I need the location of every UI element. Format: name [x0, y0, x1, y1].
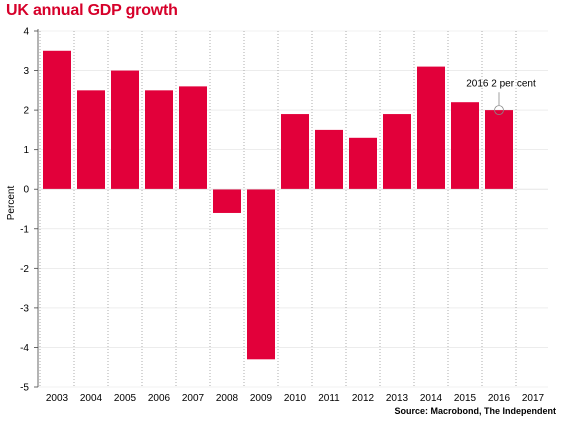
x-tick-label: 2008: [216, 393, 239, 404]
chart-title: UK annual GDP growth: [6, 2, 178, 19]
y-tick-label: 4: [23, 27, 29, 38]
bar-2005: [111, 70, 139, 190]
bar-2014: [417, 66, 445, 190]
x-tick-label: 2013: [386, 393, 409, 404]
y-tick-label: 3: [23, 66, 29, 77]
x-tick-label: 2017: [522, 393, 545, 404]
bar-2012: [349, 137, 377, 190]
x-tick-label: 2005: [114, 393, 137, 404]
bar-2004: [77, 90, 105, 190]
y-tick-label: -5: [20, 383, 29, 394]
bar-2011: [315, 129, 343, 190]
x-tick-label: 2004: [80, 393, 103, 404]
bar-2013: [383, 114, 411, 190]
y-tick-label: -3: [20, 303, 29, 314]
y-tick-label: 2: [23, 106, 29, 117]
y-axis-label: Percent: [6, 186, 17, 221]
annotation-marker: [494, 105, 504, 116]
source-note: Source: Macrobond, The Independent: [394, 406, 556, 416]
x-tick-label: 2007: [182, 393, 205, 404]
y-tick-label: 0: [23, 185, 29, 196]
x-tick-label: 2016: [488, 393, 511, 404]
bar-2006: [145, 90, 173, 190]
x-tick-label: 2006: [148, 393, 171, 404]
x-tick-label: 2010: [284, 393, 307, 404]
annotations: 2016 2 per cent: [466, 79, 536, 116]
bar-2008: [213, 189, 241, 213]
axes: [34, 29, 548, 388]
x-tick-label: 2003: [46, 393, 69, 404]
bar-2003: [43, 50, 71, 190]
y-tick-label: 1: [23, 145, 29, 156]
y-tick-label: -2: [20, 264, 29, 275]
bar-2007: [179, 86, 207, 190]
annotation-label: 2016 2 per cent: [466, 79, 536, 90]
bar-2009: [247, 189, 275, 360]
bar-2015: [451, 102, 479, 190]
tick-labels: 4 3 2 1 0 -1 -2 -3 -4 -5 2003 2004 2005 2006 2007 2008 2…: [6, 27, 545, 405]
x-tick-label: 2012: [352, 393, 375, 404]
bar-2016: [485, 110, 513, 190]
bar-2010: [281, 114, 309, 190]
y-tick-label: -1: [20, 224, 29, 235]
x-tick-label: 2015: [454, 393, 477, 404]
x-tick-label: 2011: [318, 393, 340, 404]
x-tick-label: 2009: [250, 393, 273, 404]
bars: [43, 50, 513, 360]
x-tick-label: 2014: [420, 393, 443, 404]
y-tick-label: -4: [20, 343, 29, 354]
